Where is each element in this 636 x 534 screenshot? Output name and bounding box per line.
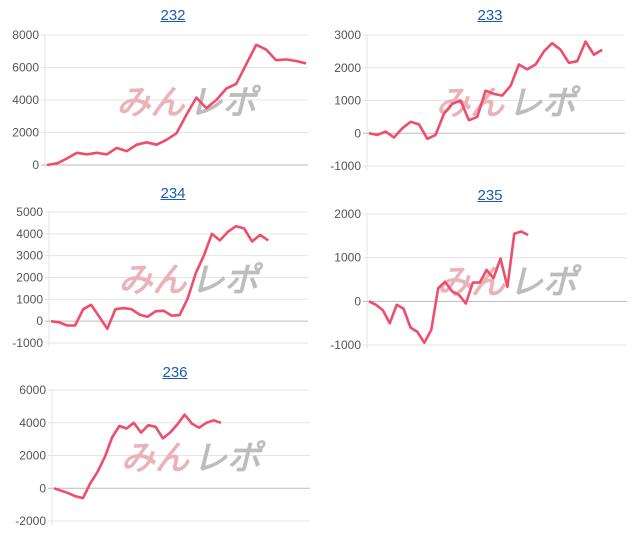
y-tick-label: 1000 (334, 94, 361, 108)
y-tick-label: 3000 (16, 249, 43, 263)
y-tick-label: 4000 (16, 227, 43, 241)
watermark-logo: みん (436, 84, 505, 124)
chart-title-link[interactable]: 236 (162, 364, 188, 381)
y-tick-label: 5000 (16, 205, 43, 219)
y-tick-label: 6000 (12, 61, 39, 75)
watermark-logo: みん (119, 261, 188, 301)
y-tick-label: 0 (36, 314, 43, 328)
y-tick-label: 8000 (12, 28, 39, 42)
y-tick-label: 0 (32, 158, 39, 172)
y-tick-label: 0 (354, 294, 361, 308)
y-tick-label: 2000 (19, 449, 46, 463)
watermark-logo: レポ (508, 84, 581, 124)
y-tick-label: -1000 (330, 159, 361, 173)
watermark-logo: みん (121, 439, 190, 479)
chart-title-link[interactable]: 232 (160, 7, 186, 24)
y-tick-label: 4000 (19, 416, 46, 430)
series-line (50, 224, 269, 331)
series-line (368, 230, 529, 345)
y-tick-label: -1000 (12, 336, 43, 350)
y-tick-label: 2000 (334, 61, 361, 75)
chart-title-link[interactable]: 233 (477, 7, 503, 24)
y-tick-label: -1000 (330, 338, 361, 352)
y-tick-label: 4000 (12, 93, 39, 107)
watermark-logo: みん (117, 83, 186, 123)
watermark-logo: レポ (193, 439, 266, 479)
chart-title-link[interactable]: 234 (160, 185, 186, 202)
chart-title-link[interactable]: 235 (477, 187, 503, 204)
y-tick-label: 1000 (334, 251, 361, 265)
y-tick-label: 0 (39, 481, 46, 495)
y-tick-label: 1000 (16, 292, 43, 306)
watermark-logo: レポ (509, 263, 582, 303)
y-tick-label: 2000 (12, 126, 39, 140)
y-tick-label: -2000 (15, 514, 46, 528)
series-line (53, 413, 222, 500)
y-tick-label: 6000 (19, 383, 46, 397)
watermark-logo: レポ (191, 261, 264, 301)
y-tick-label: 3000 (334, 28, 361, 42)
y-tick-label: 2000 (16, 271, 43, 285)
y-tick-label: 2000 (334, 207, 361, 221)
y-tick-label: 0 (354, 126, 361, 140)
